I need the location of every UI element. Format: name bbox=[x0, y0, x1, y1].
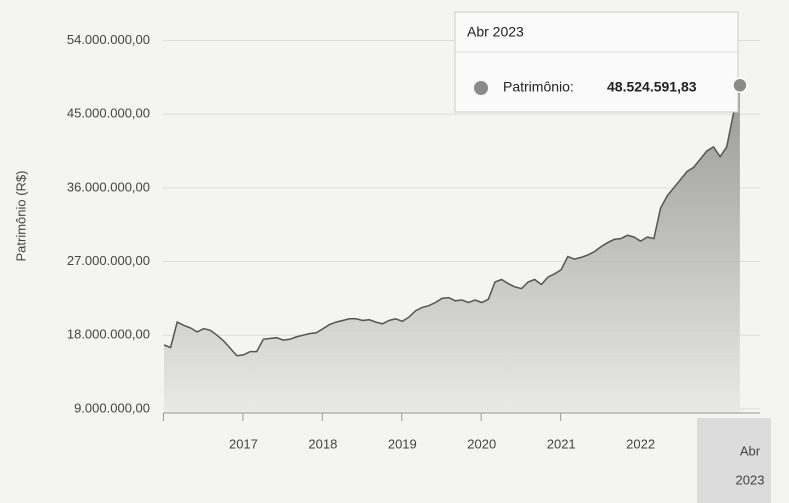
x-tick-label: 2019 bbox=[388, 436, 417, 451]
area bbox=[164, 85, 740, 414]
x-tick-label: 2022 bbox=[626, 436, 655, 451]
y-tick-label: 45.000.000,00 bbox=[67, 106, 150, 121]
tooltip-label: Patrimônio: bbox=[503, 79, 574, 95]
x-tick-label: 2017 bbox=[229, 436, 258, 451]
y-tick-label: 18.000.000,00 bbox=[67, 327, 150, 342]
highlight-point bbox=[732, 77, 748, 94]
x-tick-label: 2018 bbox=[308, 436, 337, 451]
tooltip-title: Abr 2023 bbox=[467, 24, 524, 40]
y-tick-label: 27.000.000,00 bbox=[67, 253, 150, 268]
crosshair-label: Abr bbox=[740, 443, 761, 458]
tooltip-box bbox=[454, 11, 739, 113]
tooltip-marker bbox=[474, 81, 488, 95]
y-tick-label: 36.000.000,00 bbox=[67, 179, 150, 194]
crosshair-label: 2023 bbox=[736, 472, 765, 487]
x-tick-label: 2021 bbox=[547, 436, 576, 451]
y-tick-label: 54.000.000,00 bbox=[67, 32, 150, 47]
y-tick-label: 9.000.000,00 bbox=[74, 400, 150, 415]
crosshair-box bbox=[697, 418, 771, 503]
y-axis-label: Patrimônio (R$) bbox=[13, 170, 28, 261]
x-tick-label: 2020 bbox=[467, 436, 496, 451]
tooltip-value: 48.524.591,83 bbox=[607, 79, 697, 95]
line bbox=[163, 85, 741, 357]
tooltip: Abr 2023 Patrimônio: 48.524.591,83 bbox=[454, 11, 739, 113]
